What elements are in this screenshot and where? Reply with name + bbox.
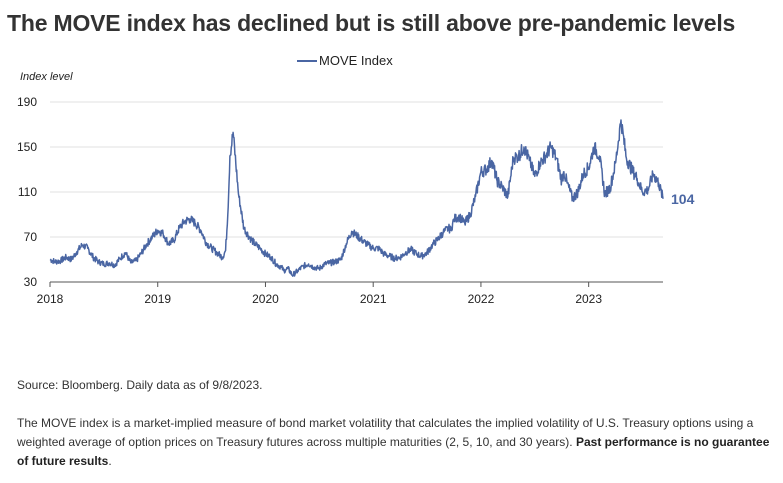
footnote-end: . [108, 454, 112, 468]
y-tick-label-150: 150 [17, 140, 37, 154]
y-tick-label-190: 190 [17, 95, 37, 109]
gridlines [50, 101, 663, 238]
x-tick-label-2022: 2022 [468, 292, 495, 306]
series-line-move-index [49, 119, 664, 277]
move-index-chart: MOVE Index Index level 30 70 110 150 190 201… [17, 53, 695, 306]
y-axis-label: Index level [20, 71, 73, 83]
x-tick-label-2020: 2020 [252, 292, 279, 306]
legend-label: MOVE Index [319, 53, 393, 68]
legend: MOVE Index [297, 53, 393, 68]
y-axis-ticks: 30 70 110 150 190 [17, 95, 37, 289]
y-tick-label-110: 110 [18, 185, 37, 199]
x-tick-label-2023: 2023 [575, 292, 602, 306]
footnote-text: The MOVE index is a market-implied measu… [17, 416, 754, 449]
x-tick-label-2019: 2019 [144, 292, 171, 306]
end-value-label: 104 [671, 191, 695, 207]
y-tick-label-30: 30 [24, 275, 38, 289]
x-tick-label-2021: 2021 [360, 292, 387, 306]
source-note: Source: Bloomberg. Daily data as of 9/8/… [17, 378, 263, 392]
x-axis-ticks: 2018 2019 2020 2021 2022 2023 [37, 282, 602, 306]
footnote: The MOVE index is a market-implied measu… [17, 414, 777, 471]
page-title: The MOVE index has declined but is still… [7, 10, 736, 36]
footnote-disclaimer: Past performance is no guarantee of futu… [17, 435, 770, 468]
x-tick-label-2018: 2018 [37, 292, 64, 306]
y-tick-label-70: 70 [24, 230, 38, 244]
